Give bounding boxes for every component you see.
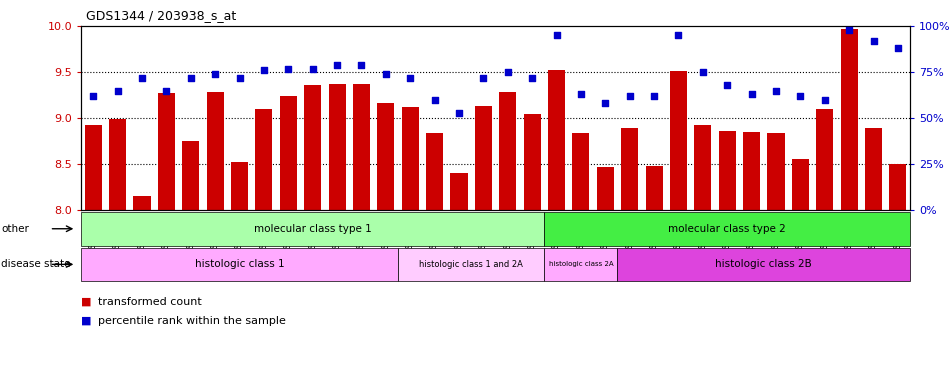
- Point: [767, 88, 783, 94]
- Point: [426, 97, 442, 103]
- Point: [402, 75, 417, 81]
- Text: ■: ■: [81, 297, 91, 307]
- Point: [329, 62, 345, 68]
- Bar: [596, 167, 613, 210]
- Bar: [645, 166, 662, 210]
- Bar: [694, 124, 710, 210]
- Text: molecular class type 1: molecular class type 1: [253, 224, 371, 234]
- Point: [670, 33, 685, 39]
- Point: [645, 93, 661, 99]
- Point: [792, 93, 807, 99]
- Point: [305, 66, 320, 72]
- Point: [816, 97, 831, 103]
- Bar: [352, 84, 369, 210]
- Text: molecular class type 2: molecular class type 2: [667, 224, 785, 234]
- Point: [134, 75, 149, 81]
- Bar: [304, 85, 321, 210]
- Bar: [669, 71, 686, 210]
- Text: percentile rank within the sample: percentile rank within the sample: [98, 316, 286, 326]
- Bar: [766, 133, 783, 210]
- Point: [109, 88, 125, 94]
- Point: [744, 91, 759, 97]
- Bar: [182, 141, 199, 210]
- Bar: [255, 109, 272, 210]
- Text: disease state: disease state: [1, 260, 70, 269]
- Bar: [158, 93, 175, 210]
- Point: [694, 69, 709, 75]
- Bar: [133, 196, 150, 210]
- Text: histologic class 1: histologic class 1: [194, 260, 284, 269]
- Text: other: other: [1, 224, 29, 234]
- Text: transformed count: transformed count: [98, 297, 202, 307]
- Point: [524, 75, 539, 81]
- Point: [159, 88, 174, 94]
- Bar: [743, 132, 760, 210]
- Point: [378, 71, 393, 77]
- Bar: [572, 133, 589, 210]
- Point: [451, 110, 466, 116]
- Bar: [621, 128, 638, 210]
- Bar: [718, 131, 735, 210]
- Bar: [230, 162, 248, 210]
- Text: ■: ■: [81, 316, 91, 326]
- Bar: [791, 159, 808, 210]
- Point: [865, 38, 881, 44]
- Text: GDS1344 / 203938_s_at: GDS1344 / 203938_s_at: [86, 9, 236, 22]
- Text: histologic class 2B: histologic class 2B: [715, 260, 811, 269]
- Bar: [109, 119, 126, 210]
- Point: [353, 62, 368, 68]
- Bar: [888, 164, 905, 210]
- Point: [841, 27, 856, 33]
- Point: [889, 45, 904, 51]
- Bar: [280, 96, 296, 210]
- Text: histologic class 2A: histologic class 2A: [548, 261, 612, 267]
- Point: [256, 68, 271, 74]
- Bar: [864, 128, 882, 210]
- Bar: [328, 84, 346, 210]
- Bar: [523, 114, 540, 210]
- Bar: [207, 92, 224, 210]
- Bar: [377, 102, 394, 210]
- Bar: [840, 29, 857, 210]
- Bar: [426, 133, 443, 210]
- Point: [280, 66, 295, 72]
- Point: [548, 33, 564, 39]
- Point: [719, 82, 734, 88]
- Point: [183, 75, 198, 81]
- Point: [208, 71, 223, 77]
- Text: histologic class 1 and 2A: histologic class 1 and 2A: [419, 260, 523, 269]
- Bar: [474, 106, 491, 210]
- Point: [86, 93, 101, 99]
- Bar: [499, 92, 516, 210]
- Bar: [450, 173, 467, 210]
- Point: [597, 100, 612, 106]
- Point: [475, 75, 490, 81]
- Point: [622, 93, 637, 99]
- Point: [500, 69, 515, 75]
- Point: [573, 91, 588, 97]
- Bar: [85, 126, 102, 210]
- Bar: [815, 109, 832, 210]
- Bar: [547, 70, 565, 210]
- Bar: [401, 107, 418, 210]
- Point: [231, 75, 247, 81]
